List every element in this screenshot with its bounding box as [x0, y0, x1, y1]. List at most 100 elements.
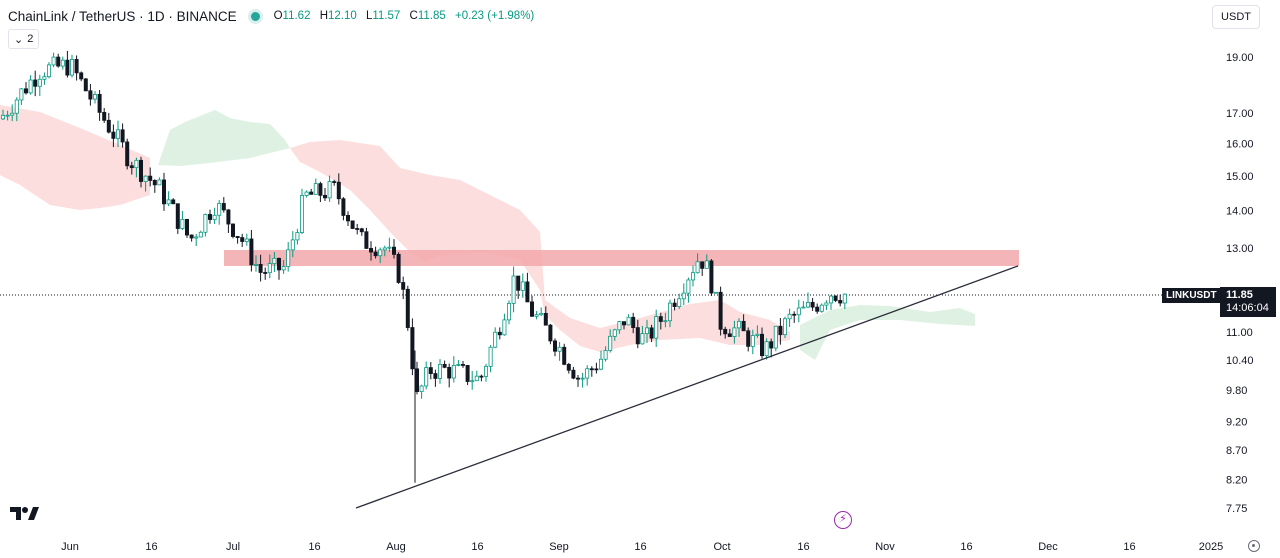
x-tick-label: Jun [61, 541, 79, 553]
price-axis[interactable]: 19.00 17.00 16.00 15.00 14.00 13.00 11.00 10.40… [1226, 52, 1254, 515]
lightning-event-icon[interactable]: ⚡ [834, 511, 852, 529]
candle-body [88, 90, 93, 100]
ohlc-readout: O11.62 H12.10 L11.57 C11.85 +0.23 (+1.98… [274, 10, 535, 22]
candle-body [180, 219, 185, 229]
candle-body [732, 327, 737, 337]
x-tick-label: 16 [308, 541, 320, 553]
candle-body [649, 327, 654, 339]
candle-body [240, 237, 245, 242]
candle-body [585, 368, 590, 379]
candle-body [56, 56, 61, 67]
candle-body [382, 247, 387, 251]
candle-body [391, 246, 396, 255]
candles-group [0, 50, 847, 483]
candle-body [677, 298, 682, 307]
candle-body [691, 272, 696, 281]
candle-body [576, 377, 581, 380]
candle-body [714, 291, 719, 294]
candle-body [819, 304, 824, 312]
x-tick-label: Jul [226, 541, 240, 553]
candle-body [47, 64, 52, 78]
candle-body [594, 368, 599, 371]
y-tick-label: 11.00 [1226, 327, 1253, 339]
candle-body [341, 198, 346, 216]
candle-body [778, 325, 783, 336]
candle-body [516, 275, 521, 291]
candle-body [447, 366, 452, 379]
candle-body [401, 282, 406, 290]
candle-body [663, 320, 668, 323]
candle-body [152, 180, 157, 186]
candle-body [787, 313, 792, 320]
candle-body [102, 111, 107, 121]
candle-body [681, 292, 686, 300]
candle-body [599, 358, 604, 370]
candle-body [350, 220, 355, 229]
time-axis[interactable]: Jun 16 Jul 16 Aug 16 Sep 16 Oct 16 Nov 16 Dec 16 2025 [61, 541, 1223, 553]
candle-body [497, 331, 502, 336]
close-label: C [409, 10, 418, 22]
candle-body [221, 203, 226, 211]
candle-body [345, 215, 350, 222]
resistance-zone [224, 250, 1019, 266]
settings-gear-icon[interactable] [1248, 540, 1260, 552]
candle-body [474, 375, 479, 382]
candle-body [815, 306, 820, 312]
chevron-down-icon: ⌄ [14, 33, 24, 46]
change-value: +0.23 (+1.98%) [454, 10, 535, 22]
candle-body [83, 78, 88, 92]
candle-body [97, 94, 102, 113]
tradingview-logo-icon[interactable] [10, 505, 40, 521]
candle-body [562, 346, 567, 365]
candle-body [672, 302, 677, 307]
candle-body [148, 175, 153, 181]
candle-body [267, 263, 272, 274]
x-tick-label: 2025 [1199, 541, 1223, 553]
currency-button[interactable]: USDT [1212, 5, 1260, 29]
candle-body [28, 79, 33, 94]
candle-body [244, 238, 249, 242]
candle-body [207, 214, 212, 220]
y-tick-label: 15.00 [1226, 171, 1254, 183]
candle-body [304, 191, 309, 196]
close-value: 11.85 [417, 10, 446, 22]
candle-body [276, 257, 281, 271]
y-tick-label: 13.00 [1226, 243, 1254, 255]
candle-body [364, 231, 369, 249]
cloud-bullish-2 [800, 305, 975, 360]
y-tick-label: 8.70 [1226, 445, 1247, 457]
x-tick-label: 16 [960, 541, 972, 553]
candle-body [796, 307, 801, 316]
y-tick-label: 9.80 [1226, 385, 1247, 397]
candle-body [309, 191, 314, 195]
candle-body [557, 346, 562, 352]
candle-body [387, 246, 392, 249]
candle-body [258, 263, 263, 273]
candle-body [741, 320, 746, 332]
candle-body [451, 364, 456, 379]
indicators-collapse-button[interactable]: ⌄ 2 [8, 29, 40, 49]
candle-body [617, 321, 622, 331]
candle-body [65, 59, 70, 76]
x-tick-label: Nov [875, 541, 895, 553]
candle-body [686, 279, 691, 294]
candle-body [143, 175, 148, 182]
candle-body [419, 385, 424, 392]
trendline[interactable] [355, 265, 1019, 509]
candle-body [355, 228, 360, 230]
symbol-title[interactable]: ChainLink / TetherUS · 1D · BINANCE [8, 8, 237, 24]
candle-body [120, 129, 125, 143]
candle-body [0, 114, 6, 120]
candle-body [543, 312, 548, 326]
candle-body [336, 181, 341, 200]
last-price-label: 11.85 14:06:04 [1220, 287, 1276, 317]
candle-body [189, 234, 194, 239]
candle-body [580, 377, 585, 380]
ichimoku-cloud [0, 105, 975, 360]
candle-body [198, 231, 203, 238]
candle-body [506, 303, 511, 321]
candle-body [622, 321, 627, 326]
candle-body [801, 306, 806, 309]
candle-body [42, 76, 47, 80]
